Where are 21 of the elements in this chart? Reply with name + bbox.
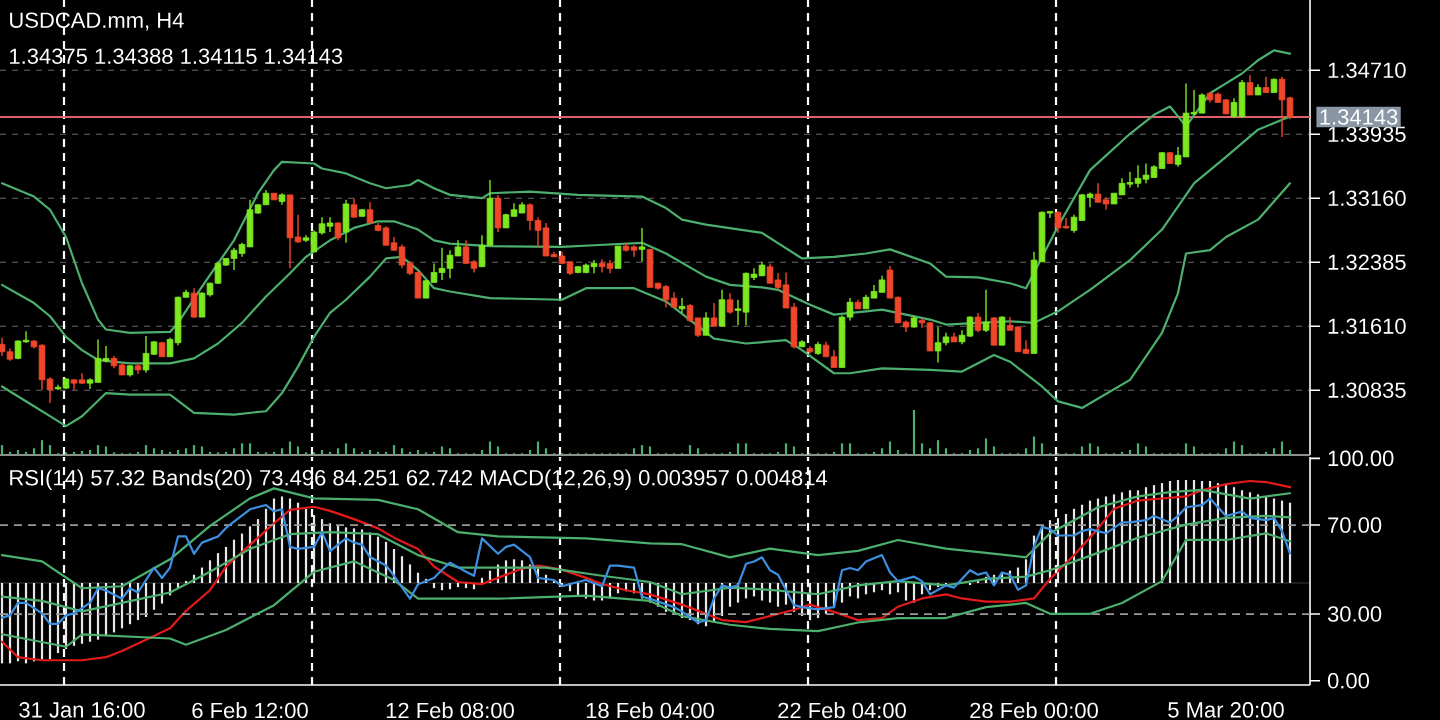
y-tick-label: 70.00 (1328, 517, 1382, 533)
x-tick-label: 6 Feb 12:00 (192, 702, 308, 719)
x-tick-label: 28 Feb 00:00 (970, 702, 1098, 719)
y-tick-label: 0.00 (1327, 673, 1370, 689)
y-tick-label: 1.33935 (1328, 126, 1406, 142)
y-tick-label: 1.32385 (1328, 254, 1406, 270)
y-tick-label: 1.34710 (1328, 62, 1406, 78)
y-tick-label: 1.33160 (1328, 190, 1406, 206)
y-tick-label: 1.30835 (1328, 382, 1406, 398)
x-tick-label: 5 Mar 20:00 (1168, 702, 1284, 718)
x-tick-label: 12 Feb 08:00 (386, 702, 514, 719)
x-tick-label: 31 Jan 16:00 (19, 702, 145, 718)
y-tick-label: 100.00 (1328, 450, 1394, 467)
text: 1.34375 1.34388 1.34115 1.34143 (10, 48, 343, 64)
text: RSI(14) 57.32 Bands(20) 73.496 84.251 62.742 MACD(12,26,9) 0.003957 0.004814 (10, 469, 828, 490)
y-tick-label: 1.31610 (1328, 318, 1406, 334)
x-tick-label: 18 Feb 04:00 (586, 702, 714, 719)
chart-title: USDCAD.mm, H4 (10, 12, 184, 31)
ref-line-label: 1.34143 (1320, 109, 1398, 125)
x-tick-label: 22 Feb 04:00 (778, 702, 906, 719)
y-tick-label: 30.00 (1327, 606, 1382, 622)
